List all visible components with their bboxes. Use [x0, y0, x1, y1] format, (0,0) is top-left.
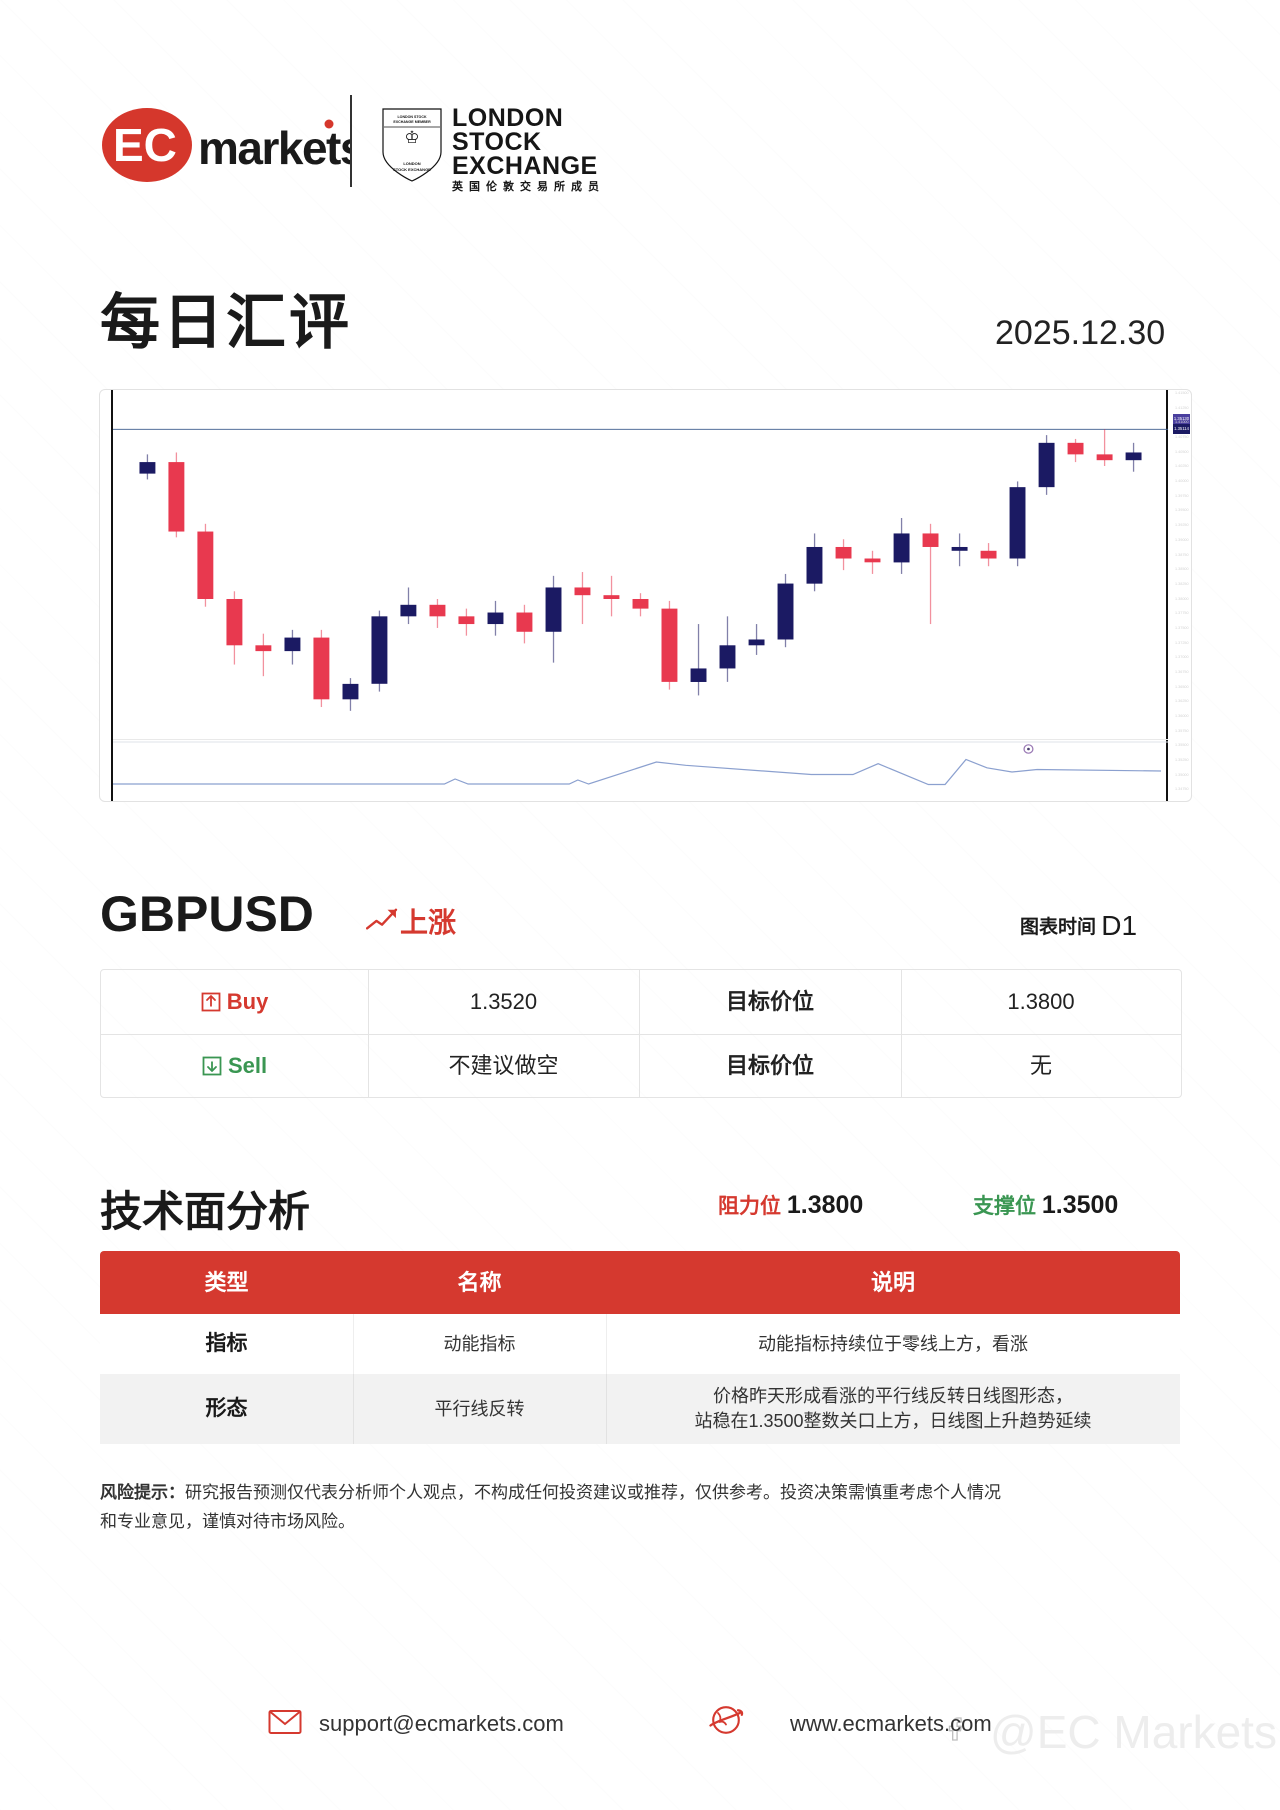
- svg-text:STOCK EXCHANGE: STOCK EXCHANGE: [393, 167, 431, 172]
- svg-text:EC: EC: [113, 119, 177, 171]
- svg-text:EXCHANGE MEMBER: EXCHANGE MEMBER: [393, 120, 431, 124]
- svg-text:LONDON: LONDON: [403, 161, 420, 166]
- svg-text:♔: ♔: [404, 128, 419, 147]
- svg-text:markets: markets: [198, 122, 351, 174]
- svg-text:LONDON STOCK: LONDON STOCK: [397, 115, 426, 119]
